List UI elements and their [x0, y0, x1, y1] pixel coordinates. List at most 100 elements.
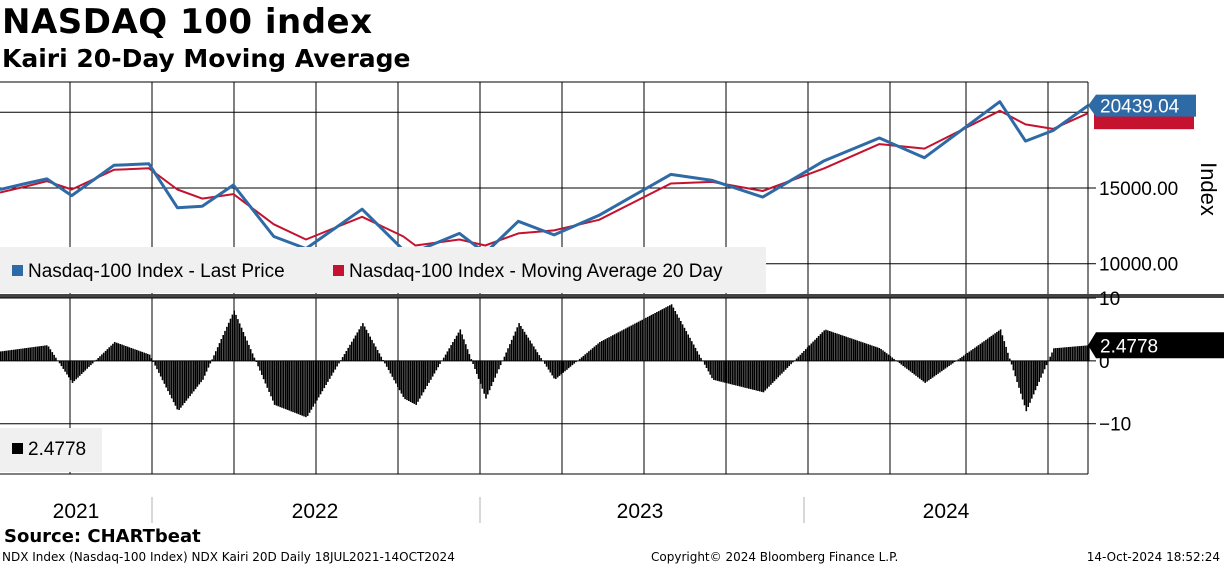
- kairi-bar: [338, 360, 340, 364]
- kairi-bar: [233, 310, 235, 361]
- kairi-bar: [148, 354, 151, 361]
- kairi-bar: [705, 360, 708, 368]
- kairi-bar: [604, 339, 607, 361]
- kairi-bar: [667, 306, 669, 361]
- kairi-bar: [665, 307, 667, 361]
- kairi-bar: [88, 360, 90, 367]
- kairi-bar: [906, 360, 908, 369]
- kairi-bar: [632, 324, 634, 361]
- kairi-bar: [490, 360, 493, 386]
- kairi-bar: [244, 336, 246, 361]
- kairi-bar: [860, 341, 862, 361]
- kairi-bar: [279, 360, 281, 408]
- kairi-bar: [479, 360, 482, 384]
- kairi-bar: [36, 346, 39, 361]
- kairi-bar: [303, 360, 305, 417]
- kairi-bar: [981, 342, 983, 361]
- kairi-bar: [398, 360, 401, 391]
- kairi-bar: [887, 354, 890, 361]
- kairi-bar: [51, 352, 54, 361]
- kairi-bar: [521, 328, 524, 361]
- kairi-bar: [128, 347, 131, 361]
- kairi-bar: [628, 326, 631, 361]
- kairi-bar: [816, 337, 818, 361]
- kairi-bar: [533, 346, 535, 361]
- kairi-bar: [345, 351, 348, 361]
- kairi-bar: [45, 345, 48, 361]
- kairi-bar: [196, 360, 199, 387]
- kairi-bar: [139, 351, 142, 361]
- kairi-bar: [553, 360, 555, 379]
- kairi-bar: [42, 345, 44, 361]
- kairi-bar: [211, 359, 213, 361]
- kairi-bar: [626, 327, 629, 361]
- kairi-bar: [1029, 360, 1031, 403]
- kairi-bar: [582, 355, 585, 361]
- kairi-bar: [430, 360, 432, 380]
- kairi-bar: [878, 348, 881, 361]
- kairi-bar: [977, 345, 980, 361]
- kairi-bar: [825, 329, 827, 361]
- kairi-bar: [718, 360, 721, 382]
- kairi-bar: [453, 338, 456, 361]
- kairi-bar: [397, 360, 399, 387]
- kairi-bar: [408, 360, 410, 401]
- kairi-bar: [334, 360, 337, 370]
- page-title: NASDAQ 100 index: [2, 2, 373, 42]
- kairi-bar: [518, 323, 520, 361]
- kairi-bar: [946, 360, 949, 368]
- security-description: NDX Index (Nasdaq-100 Index) NDX Kairi 2…: [2, 550, 455, 564]
- kairi-bar: [257, 360, 259, 367]
- kairi-bar: [68, 360, 70, 378]
- kairi-bar: [821, 332, 824, 361]
- kairi-bar: [1038, 360, 1040, 382]
- kairi-bar: [141, 351, 144, 361]
- kairi-bar: [216, 347, 219, 361]
- kairi-bar: [1058, 347, 1061, 361]
- kairi-bar: [463, 339, 465, 361]
- kairi-bars: [0, 304, 1090, 418]
- kairi-bar: [125, 346, 127, 361]
- x-axis-year-label: 2022: [292, 500, 339, 523]
- kairi-bar: [588, 351, 590, 361]
- kairi-bar: [117, 343, 120, 361]
- kairi-bar: [922, 360, 925, 382]
- kairi-bar: [227, 322, 230, 361]
- kairi-bar: [527, 337, 530, 361]
- kairi-bar: [1007, 352, 1009, 361]
- kairi-bar: [663, 308, 666, 361]
- kairi-bar: [624, 328, 627, 361]
- kairi-bar: [549, 360, 552, 373]
- kairi-bar: [941, 360, 943, 372]
- kairi-bar: [253, 357, 256, 361]
- kairi-bar: [503, 356, 506, 361]
- kairi-bar: [277, 360, 280, 407]
- kairi-bar: [547, 360, 550, 370]
- kairi-bar: [904, 360, 906, 368]
- kairi-bar: [933, 360, 936, 377]
- kairi-bar: [510, 339, 513, 361]
- kairi-bar: [181, 360, 184, 406]
- kairi-bar: [391, 360, 394, 377]
- kairi-bar: [290, 360, 292, 412]
- kairi-bar: [1003, 341, 1006, 361]
- kairi-bar: [571, 360, 574, 366]
- kairi-bar: [308, 360, 311, 413]
- kairi-bar: [424, 360, 427, 390]
- kairi-bar: [891, 357, 893, 361]
- kairi-bar: [363, 326, 366, 361]
- kairi-bar: [863, 342, 866, 361]
- kairi-bar: [845, 336, 847, 361]
- kairi-bar: [556, 360, 559, 378]
- kairi-bar: [926, 360, 928, 382]
- kairi-bar: [16, 349, 19, 361]
- kairi-bar: [961, 356, 963, 361]
- kairi-bar: [411, 360, 414, 403]
- kairi-bar: [270, 360, 272, 397]
- kairi-bar: [121, 344, 123, 361]
- kairi-bar: [229, 318, 232, 361]
- kairi-bar: [687, 334, 689, 361]
- kairi-bar: [551, 360, 553, 376]
- kairi-bar: [281, 360, 283, 408]
- kairi-bar: [567, 360, 570, 369]
